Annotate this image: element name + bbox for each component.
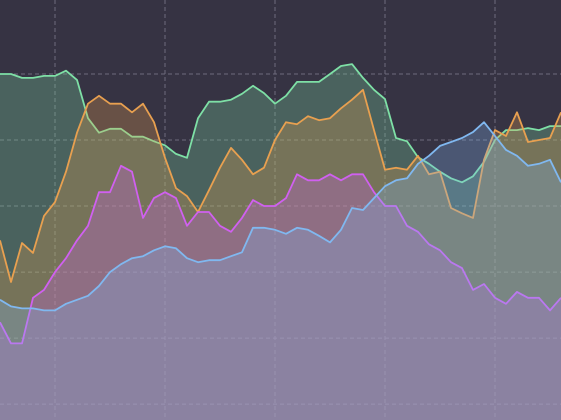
area-line (0, 164, 561, 345)
area-fill (0, 165, 561, 420)
area-line (0, 63, 561, 184)
area-fill (0, 89, 561, 420)
area-line (0, 121, 561, 312)
area-fill (0, 64, 561, 420)
area-line (0, 88, 561, 283)
area-fill (0, 122, 561, 420)
